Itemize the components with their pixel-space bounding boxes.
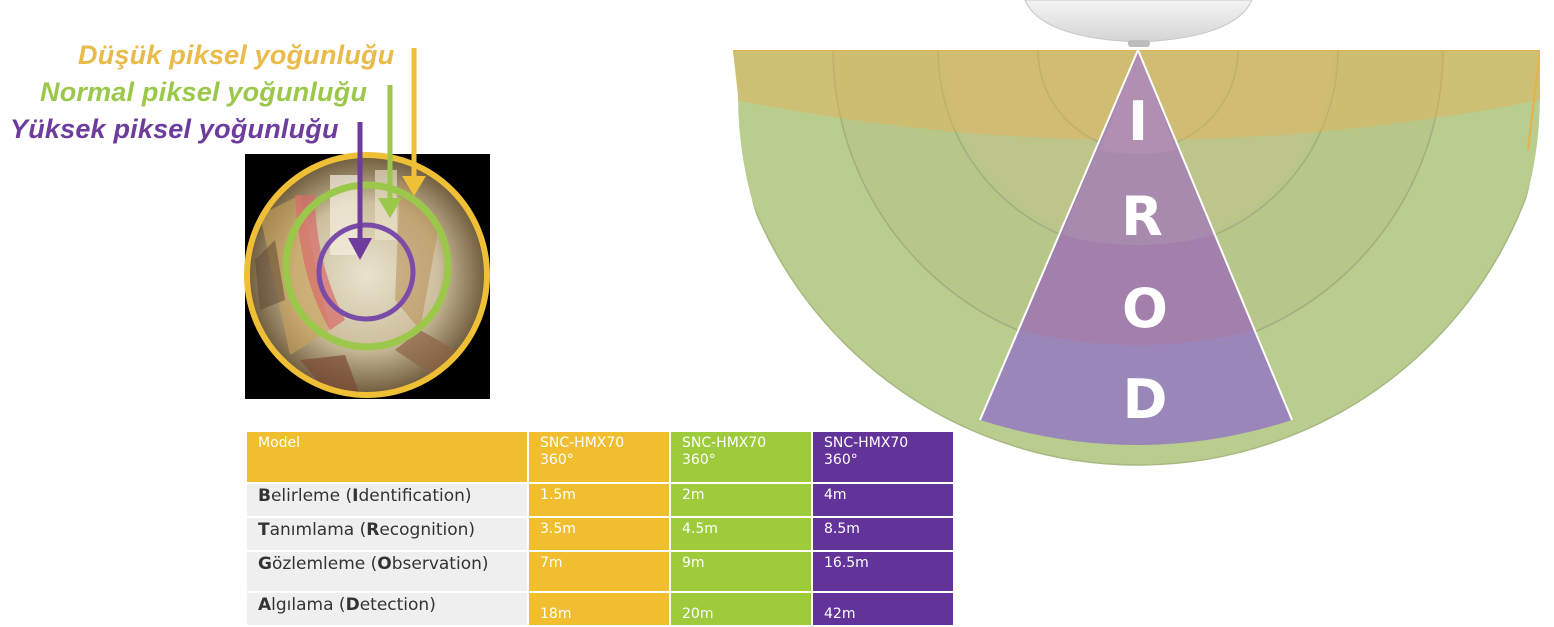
fisheye-image	[244, 152, 490, 399]
col-normal-header: SNC-HMX70 360°	[671, 432, 811, 482]
low-density-label: Düşük piksel yoğunluğu	[78, 40, 395, 70]
normal-density-label: Normal piksel yoğunluğu	[40, 77, 368, 107]
low-density-ring	[244, 152, 490, 398]
camera-dome	[1024, 0, 1253, 47]
cell-value: 18m	[529, 593, 669, 625]
row-label-recognition: Tanımlama (Recognition)	[247, 518, 527, 550]
cell-value: 2m	[671, 484, 811, 516]
col-low-header: SNC-HMX70 360°	[529, 432, 669, 482]
cell-value: 1.5m	[529, 484, 669, 516]
model-header: Model	[247, 432, 527, 482]
zone-o-letter: O	[1122, 277, 1168, 340]
low-density-arrow	[402, 48, 426, 196]
row-label-identification: Belirleme (Identification)	[247, 484, 527, 516]
row-label-detection: Algılama (Detection)	[247, 593, 527, 625]
cell-value: 9m	[671, 552, 811, 591]
distance-table: Model SNC-HMX70 360° SNC-HMX70 360° SNC-HM…	[245, 430, 955, 627]
table-row: Algılama (Detection) 18m 20m 42m	[247, 593, 953, 625]
cell-value: 42m	[813, 593, 953, 625]
row-label-observation: Gözlemleme (Observation)	[247, 552, 527, 591]
high-density-label: Yüksek piksel yoğunluğu	[10, 114, 339, 144]
zone-d-letter: D	[1123, 368, 1168, 431]
zone-r-letter: R	[1121, 185, 1163, 248]
high-density-arrow	[348, 122, 372, 260]
cell-value: 8.5m	[813, 518, 953, 550]
zone-i-letter: I	[1128, 90, 1148, 153]
cell-value: 4m	[813, 484, 953, 516]
high-density-ring	[316, 222, 416, 322]
table-row: Gözlemleme (Observation) 7m 9m 16.5m	[247, 552, 953, 591]
cell-value: 7m	[529, 552, 669, 591]
table-header-row: Model SNC-HMX70 360° SNC-HMX70 360° SNC-HM…	[247, 432, 953, 482]
cell-value: 20m	[671, 593, 811, 625]
normal-density-ring	[282, 181, 452, 351]
col-high-header: SNC-HMX70 360°	[813, 432, 953, 482]
coverage-fan	[733, 50, 1540, 466]
cell-value: 4.5m	[671, 518, 811, 550]
cell-value: 16.5m	[813, 552, 953, 591]
table-row: Tanımlama (Recognition) 3.5m 4.5m 8.5m	[247, 518, 953, 550]
table-row: Belirleme (Identification) 1.5m 2m 4m	[247, 484, 953, 516]
cell-value: 3.5m	[529, 518, 669, 550]
normal-density-arrow	[378, 85, 402, 218]
